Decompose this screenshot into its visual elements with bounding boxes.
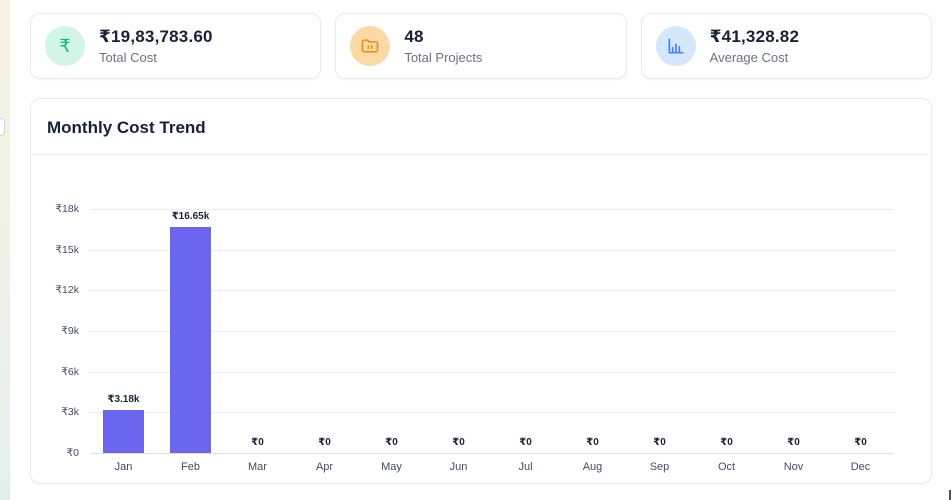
gridline (90, 331, 894, 332)
bar-value-label: ₹0 (854, 437, 867, 448)
x-tick-label: Jun (449, 461, 468, 473)
bar-value-label: ₹0 (318, 437, 331, 448)
bar-value-label: ₹3.18k (107, 393, 140, 405)
bar-value-label: ₹0 (452, 437, 465, 448)
average-cost-label: Average Cost (709, 50, 789, 65)
bar-value-label: ₹16.65k (171, 211, 210, 223)
bar-feb[interactable] (170, 227, 211, 453)
sidebar-edge-strip (0, 0, 10, 500)
y-tick-label: ₹9k (61, 325, 79, 337)
y-tick-label: ₹3k (61, 406, 79, 419)
stats-row: ₹ ₹19,83,783.60 Total Cost 48 Total Proj… (30, 13, 932, 79)
main-content: ₹ ₹19,83,783.60 Total Cost 48 Total Proj… (30, 0, 932, 484)
bar-value-label: ₹0 (251, 437, 264, 448)
x-tick-label: Feb (181, 461, 200, 473)
average-cost-text: ₹41,328.82 Average Cost (710, 27, 799, 65)
x-tick-label: Apr (315, 461, 334, 473)
bar-value-label: ₹0 (787, 437, 800, 448)
bar-chart-icon (655, 26, 696, 66)
y-tick-label: ₹6k (61, 365, 79, 378)
x-tick-label: Jul (518, 461, 533, 473)
gridline (90, 453, 894, 454)
gridline (90, 249, 894, 251)
y-tick-label: ₹15k (55, 243, 79, 256)
total-projects-value: 48 (404, 27, 424, 46)
chart-title-divider (31, 154, 931, 155)
x-tick-label: Sep (649, 461, 670, 473)
bar-value-label: ₹0 (586, 437, 599, 448)
folder-icon (350, 26, 391, 66)
x-tick-label: May (381, 461, 402, 473)
x-tick-label: Dec (850, 461, 871, 473)
bar-value-label: ₹0 (385, 437, 398, 448)
total-projects-card: 48 Total Projects (335, 13, 627, 79)
monthly-cost-trend-card: Monthly Cost Trend ₹18k ₹15k ₹12k ₹9k ₹6k ₹3k… (30, 98, 932, 484)
y-tick-label: ₹0 (66, 447, 79, 459)
gridline (90, 290, 894, 292)
plot-area: ₹3.18k Jan ₹16.65k Feb ₹0 Mar ₹0 Apr ₹0 May ₹0 Jun ₹… (90, 209, 894, 473)
x-tick-label: Nov (783, 461, 804, 473)
total-cost-label: Total Cost (99, 50, 157, 65)
average-cost-card: ₹41,328.82 Average Cost (640, 13, 932, 79)
bar-value-label: ₹0 (720, 437, 733, 448)
y-axis: ₹18k ₹15k ₹12k ₹9k ₹6k ₹3k ₹0 (31, 203, 79, 459)
bar-value-label: ₹0 (653, 437, 666, 448)
y-tick-label: ₹12k (55, 284, 79, 297)
total-cost-text: ₹19,83,783.60 Total Cost (99, 27, 213, 65)
average-cost-value: ₹41,328.82 (709, 27, 800, 46)
sidebar-collapse-handle[interactable] (0, 118, 5, 136)
total-cost-card: ₹ ₹19,83,783.60 Total Cost (30, 13, 322, 79)
x-tick-label: Jan (114, 461, 133, 473)
x-tick-label: Mar (248, 461, 267, 473)
x-tick-label: Oct (717, 461, 736, 473)
scrollbar-fragment[interactable] (949, 490, 951, 500)
total-cost-value: ₹19,83,783.60 (99, 27, 213, 46)
x-tick-label: Aug (582, 461, 603, 473)
gridline (90, 412, 894, 414)
gridline (90, 209, 894, 210)
rupee-glyph: ₹ (59, 36, 71, 56)
bar-value-label: ₹0 (519, 437, 532, 448)
bar-jan[interactable] (103, 409, 144, 453)
total-projects-text: 48 Total Projects (404, 27, 482, 65)
y-tick-label: ₹18k (55, 203, 79, 215)
chart-title: Monthly Cost Trend (47, 118, 206, 137)
rupee-icon: ₹ (45, 26, 85, 66)
gridline (90, 371, 894, 373)
total-projects-label: Total Projects (404, 50, 483, 65)
